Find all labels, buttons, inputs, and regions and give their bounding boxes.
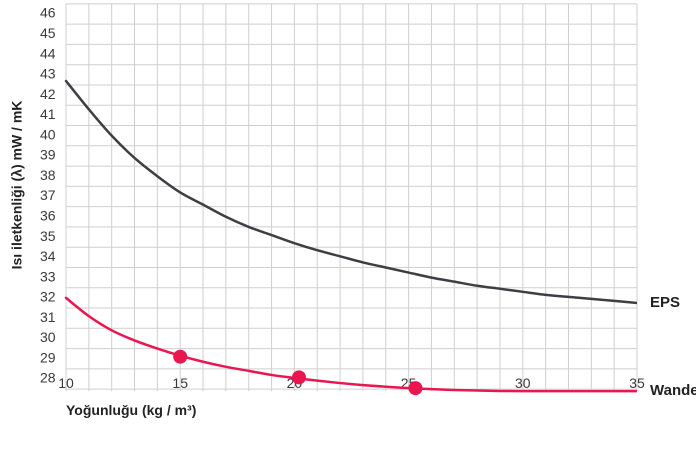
grid-lines	[65, 3, 638, 392]
y-tick-label: 46	[40, 5, 56, 21]
y-axis-ticks: 46 45 44 43 42 41 40 39 38 37 36 35 34 33 32 31 30 29 28	[40, 5, 56, 386]
series-label-eps: EPS	[650, 294, 680, 311]
y-tick-label: 44	[40, 45, 56, 61]
x-tick-label: 15	[172, 375, 188, 391]
series-lines	[64, 79, 637, 393]
y-tick-label: 28	[40, 370, 56, 386]
x-axis-title: Yoğunluğu (kg / m³)	[66, 402, 196, 418]
series-markers	[173, 349, 423, 396]
y-tick-label: 36	[40, 207, 56, 223]
y-tick-label: 34	[40, 248, 56, 264]
y-tick-label: 45	[40, 25, 56, 41]
y-tick-label: 31	[40, 309, 56, 325]
series-label-wandelit: Wandelit	[650, 382, 696, 399]
y-tick-label: 32	[40, 289, 56, 305]
y-tick-label: 35	[40, 228, 56, 244]
y-tick-label: 43	[40, 66, 56, 82]
data-point-marker	[408, 381, 423, 396]
y-tick-label: 29	[40, 349, 56, 365]
x-tick-label: 30	[515, 375, 531, 391]
y-tick-label: 33	[40, 268, 56, 284]
series-line-eps	[64, 79, 637, 305]
series-labels: EPS Wandelit	[650, 294, 696, 399]
y-tick-label: 40	[40, 126, 56, 142]
y-tick-label: 41	[40, 106, 56, 122]
x-tick-label: 35	[629, 375, 645, 391]
y-tick-label: 37	[40, 187, 56, 203]
y-tick-label: 38	[40, 167, 56, 183]
series-line-wandelit	[64, 296, 637, 393]
x-tick-label: 10	[58, 375, 74, 391]
y-tick-label: 30	[40, 329, 56, 345]
y-tick-label: 42	[40, 86, 56, 102]
y-axis-title: Isı iletkenliği (λ) mW / mK	[9, 101, 25, 270]
data-point-marker	[291, 370, 306, 385]
y-tick-label: 39	[40, 147, 56, 163]
data-point-marker	[173, 349, 188, 364]
